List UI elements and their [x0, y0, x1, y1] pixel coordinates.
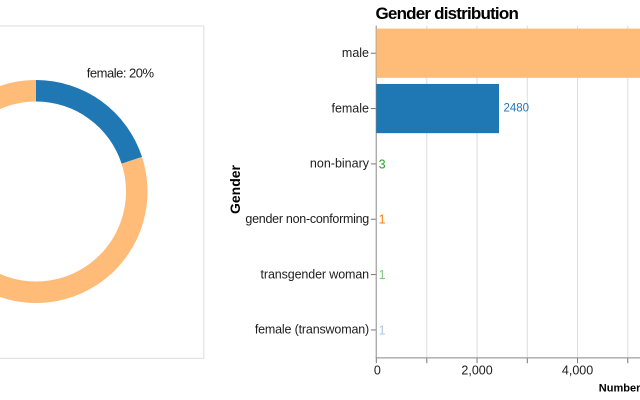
- svg-text:transgender woman: transgender woman: [261, 267, 370, 281]
- svg-text:1: 1: [379, 268, 386, 282]
- svg-text:female (transwoman): female (transwoman): [255, 323, 369, 337]
- svg-text:non-binary: non-binary: [310, 157, 370, 171]
- svg-text:4,000: 4,000: [562, 364, 593, 378]
- svg-text:1: 1: [379, 323, 386, 337]
- svg-text:3: 3: [379, 157, 386, 171]
- svg-text:gender non-conforming: gender non-conforming: [245, 212, 369, 226]
- svg-text:0: 0: [374, 364, 381, 378]
- svg-text:1: 1: [379, 213, 386, 227]
- svg-text:female: female: [331, 101, 369, 115]
- svg-text:Gender distribution: Gender distribution: [376, 4, 519, 23]
- svg-text:male: male: [342, 46, 369, 60]
- svg-text:2,000: 2,000: [461, 364, 492, 378]
- svg-text:female: 20%: female: 20%: [87, 65, 155, 80]
- svg-text:Number of people: Number of people: [599, 383, 640, 395]
- svg-text:Gender: Gender: [227, 164, 243, 214]
- svg-text:2480: 2480: [504, 103, 530, 115]
